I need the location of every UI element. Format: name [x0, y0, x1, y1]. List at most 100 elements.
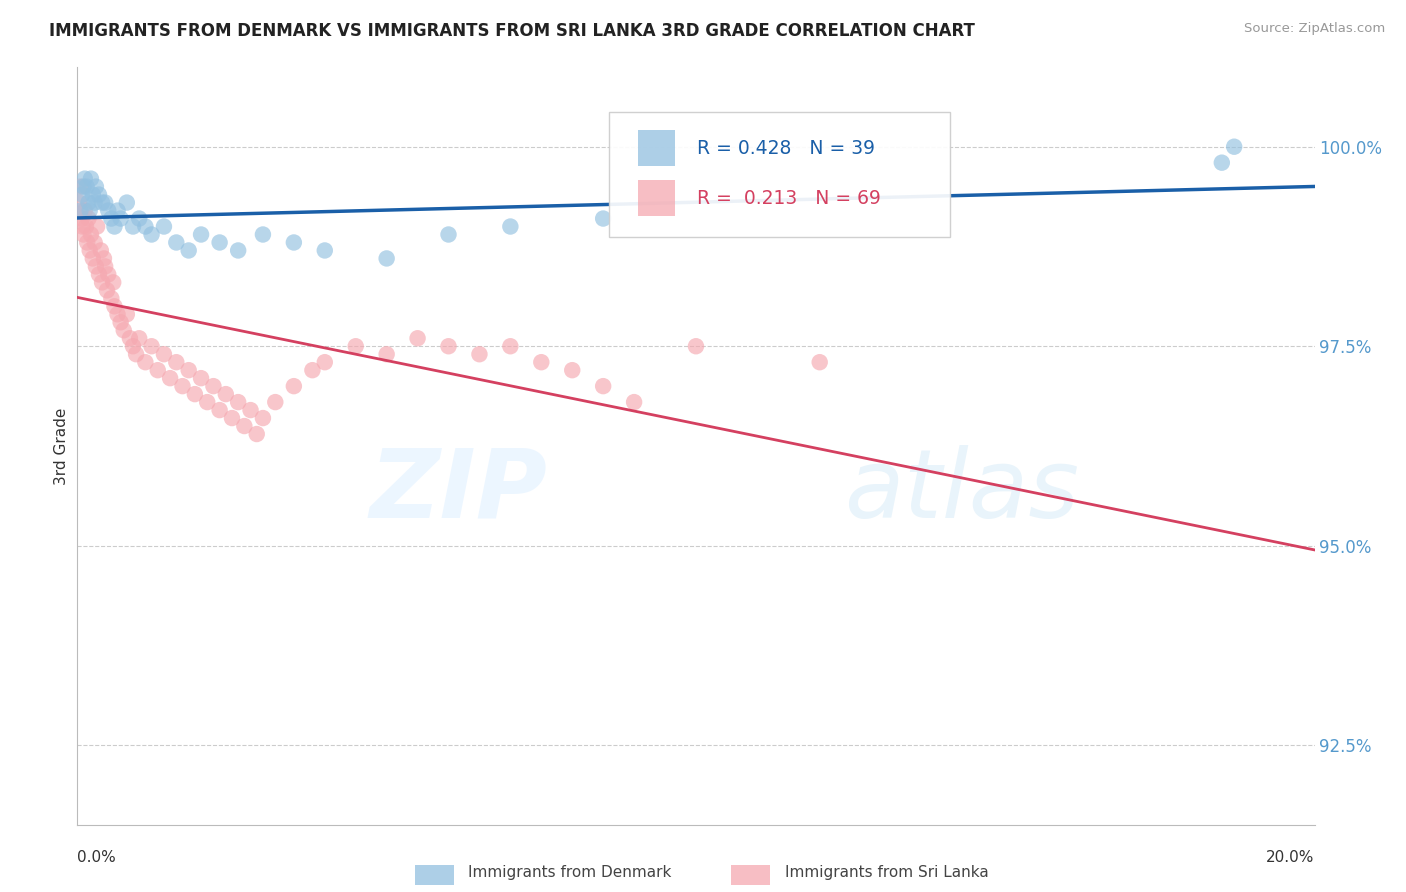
- Point: [141, 227, 163, 242]
- Point: [93, 252, 115, 266]
- Point: [128, 211, 150, 226]
- Point: [76, 179, 98, 194]
- Point: [375, 252, 398, 266]
- Point: [406, 331, 429, 345]
- Point: [190, 227, 212, 242]
- Point: [623, 395, 645, 409]
- Point: [80, 227, 103, 242]
- Text: 20.0%: 20.0%: [1267, 850, 1315, 865]
- Point: [94, 195, 117, 210]
- Point: [301, 363, 323, 377]
- Point: [70, 211, 93, 226]
- Point: [252, 411, 274, 425]
- Point: [87, 187, 110, 202]
- Point: [226, 395, 249, 409]
- Point: [153, 219, 176, 234]
- Point: [177, 363, 200, 377]
- Text: atlas: atlas: [845, 445, 1080, 538]
- Point: [91, 195, 114, 210]
- Point: [146, 363, 169, 377]
- Point: [107, 203, 129, 218]
- Point: [125, 347, 148, 361]
- Point: [77, 195, 100, 210]
- Point: [208, 235, 231, 250]
- Text: ZIP: ZIP: [370, 445, 547, 538]
- Point: [87, 268, 110, 282]
- Point: [246, 427, 269, 442]
- Point: [437, 227, 460, 242]
- Point: [208, 403, 231, 417]
- Text: IMMIGRANTS FROM DENMARK VS IMMIGRANTS FROM SRI LANKA 3RD GRADE CORRELATION CHART: IMMIGRANTS FROM DENMARK VS IMMIGRANTS FR…: [49, 22, 976, 40]
- Text: Immigrants from Sri Lanka: Immigrants from Sri Lanka: [785, 865, 988, 880]
- Point: [84, 179, 107, 194]
- Point: [233, 419, 256, 434]
- Point: [128, 331, 150, 345]
- Point: [112, 323, 135, 337]
- FancyBboxPatch shape: [609, 112, 949, 237]
- Point: [80, 171, 103, 186]
- Point: [226, 244, 249, 258]
- Point: [184, 387, 207, 401]
- Point: [100, 211, 122, 226]
- Point: [94, 260, 117, 274]
- Point: [134, 219, 156, 234]
- Point: [141, 339, 163, 353]
- Point: [283, 379, 305, 393]
- Point: [115, 307, 138, 321]
- Point: [165, 355, 187, 369]
- Point: [499, 219, 522, 234]
- Point: [122, 219, 145, 234]
- Point: [103, 276, 125, 290]
- Point: [107, 307, 129, 321]
- Point: [1223, 139, 1246, 153]
- FancyBboxPatch shape: [638, 180, 675, 216]
- Point: [283, 235, 305, 250]
- Point: [1211, 155, 1233, 169]
- Point: [592, 379, 614, 393]
- Point: [82, 187, 104, 202]
- Point: [83, 235, 105, 250]
- Point: [314, 244, 336, 258]
- Point: [195, 395, 218, 409]
- Text: Source: ZipAtlas.com: Source: ZipAtlas.com: [1244, 22, 1385, 36]
- Point: [437, 339, 460, 353]
- Point: [530, 355, 553, 369]
- Point: [110, 315, 132, 329]
- Point: [159, 371, 181, 385]
- Point: [82, 252, 104, 266]
- Point: [73, 203, 96, 218]
- Point: [103, 299, 125, 313]
- Point: [172, 379, 194, 393]
- Point: [134, 355, 156, 369]
- Point: [685, 339, 707, 353]
- Point: [72, 227, 94, 242]
- Point: [79, 244, 101, 258]
- FancyBboxPatch shape: [638, 130, 675, 166]
- Point: [110, 211, 132, 226]
- Point: [115, 195, 138, 210]
- Text: 0.0%: 0.0%: [77, 850, 117, 865]
- Point: [808, 355, 831, 369]
- Point: [190, 371, 212, 385]
- Point: [468, 347, 491, 361]
- Point: [118, 331, 141, 345]
- Point: [72, 179, 94, 194]
- Point: [100, 291, 122, 305]
- Point: [91, 276, 114, 290]
- Point: [67, 195, 90, 210]
- Point: [215, 387, 238, 401]
- Point: [375, 347, 398, 361]
- Text: R =  0.213   N = 69: R = 0.213 N = 69: [697, 188, 882, 208]
- Point: [72, 187, 94, 202]
- Point: [177, 244, 200, 258]
- Point: [592, 211, 614, 226]
- Point: [264, 395, 287, 409]
- Point: [69, 179, 91, 194]
- Point: [122, 339, 145, 353]
- Point: [69, 203, 91, 218]
- Point: [77, 211, 100, 226]
- Point: [165, 235, 187, 250]
- Point: [90, 244, 112, 258]
- Point: [83, 195, 105, 210]
- Point: [97, 268, 120, 282]
